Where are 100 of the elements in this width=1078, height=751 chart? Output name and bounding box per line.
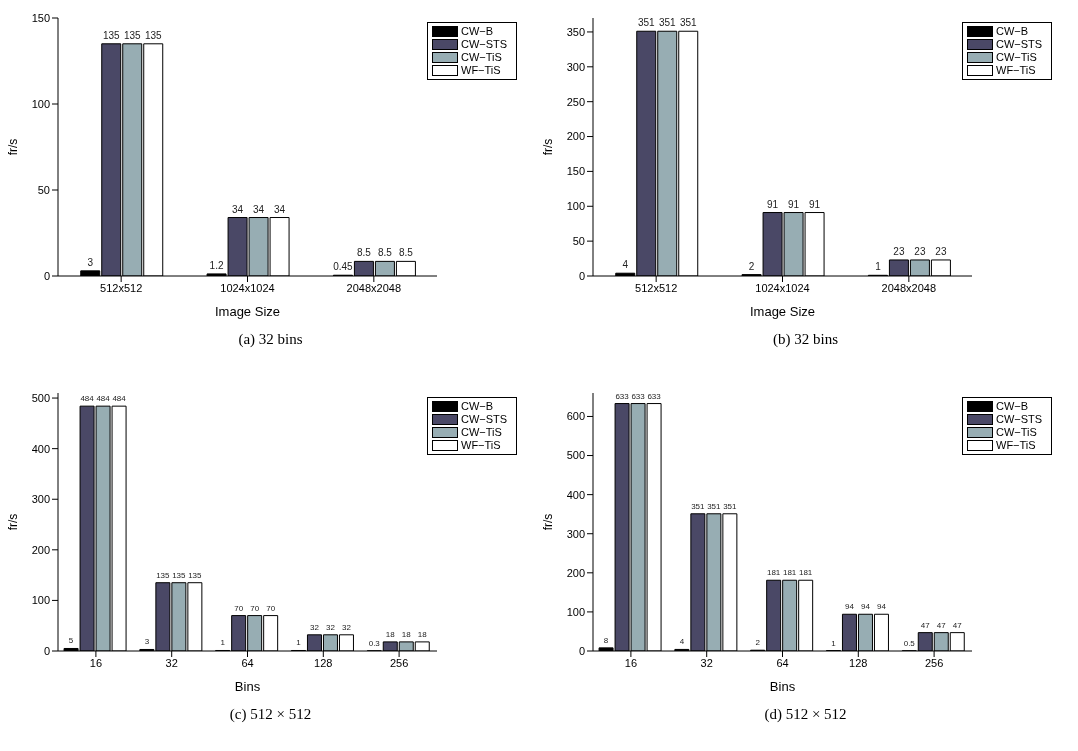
data-label: 135 — [102, 29, 121, 41]
y-tick-label: 0 — [578, 269, 585, 282]
y-axis-title: fr/s — [541, 513, 556, 531]
text: (c) 512 × 512 — [228, 706, 313, 723]
x-tick-label: 16 — [89, 656, 103, 669]
y-tick-label: 0 — [43, 644, 50, 657]
data-label: 0.5 — [903, 638, 916, 648]
data-label: 47 — [952, 620, 963, 630]
data-label: 135 — [144, 29, 163, 41]
data-label: 32 — [326, 622, 336, 632]
data-label: 8.5 — [356, 247, 372, 259]
x-axis-title: Bins — [769, 679, 796, 694]
data-label: 633 — [647, 391, 662, 401]
text: (a) 32 bins — [237, 331, 304, 348]
data-label: 135 — [123, 29, 142, 41]
data-label: 484 — [112, 394, 127, 404]
x-axis-title: Bins — [234, 679, 261, 694]
data-label: 135 — [188, 570, 203, 580]
y-tick-label: 250 — [566, 95, 585, 108]
x-tick-label: 1024x1024 — [220, 281, 275, 294]
legend-label: WF−TiS — [996, 439, 1036, 452]
data-label: 135 — [156, 570, 171, 580]
x-tick-label: 256 — [924, 656, 944, 669]
legend-label: CW−TiS — [996, 426, 1037, 439]
y-tick-label: 50 — [37, 183, 50, 196]
y-tick-label: 50 — [572, 235, 585, 248]
legend-label: CW−STS — [461, 413, 508, 426]
y-tick-label: 100 — [566, 605, 585, 618]
y-tick-label: 100 — [566, 200, 585, 213]
data-label: 1 — [296, 638, 302, 648]
data-label: 1 — [220, 638, 226, 648]
legend-label: WF−TiS — [461, 64, 501, 77]
data-label: 47 — [936, 620, 947, 630]
data-label: 32 — [342, 622, 352, 632]
x-tick-label: 1024x1024 — [755, 281, 810, 294]
data-label: 23 — [914, 245, 926, 257]
y-tick-label: 350 — [566, 25, 585, 38]
data-label: 484 — [80, 394, 95, 404]
legend-label: CW−B — [461, 25, 494, 38]
data-label: 0.45 — [333, 261, 354, 273]
data-label: 3 — [87, 256, 94, 268]
data-label: 70 — [250, 603, 260, 613]
y-tick-label: 100 — [31, 97, 50, 110]
data-label: 94 — [845, 602, 855, 612]
data-label: 633 — [615, 391, 630, 401]
y-tick-label: 500 — [566, 449, 585, 462]
y-tick-label: 150 — [31, 11, 50, 24]
legend-label: CW−B — [461, 400, 494, 413]
data-label: 181 — [782, 568, 797, 578]
data-label: 32 — [310, 622, 320, 632]
data-label: 2 — [755, 638, 761, 648]
data-label: 351 — [658, 17, 677, 29]
x-tick-label: 128 — [314, 656, 333, 669]
y-tick-label: 400 — [566, 488, 585, 501]
legend-label: WF−TiS — [461, 439, 501, 452]
data-label: 91 — [809, 198, 821, 210]
y-tick-label: 400 — [31, 442, 50, 455]
y-tick-label: 300 — [566, 60, 585, 73]
y-axis-title: fr/s — [6, 138, 21, 156]
data-label: 34 — [253, 203, 265, 215]
data-label: 633 — [631, 391, 646, 401]
data-label: 351 — [679, 17, 698, 29]
legend-label: CW−STS — [996, 413, 1043, 426]
x-tick-label: 512x512 — [635, 281, 678, 294]
x-tick-label: 64 — [776, 656, 789, 669]
data-label: 34 — [274, 203, 286, 215]
data-label: 4 — [622, 259, 629, 271]
legend-label: CW−B — [996, 400, 1029, 413]
x-tick-label: 2048x2048 — [881, 281, 937, 294]
y-tick-label: 600 — [566, 410, 585, 423]
x-axis-title: Image Size — [214, 304, 281, 319]
x-tick-label: 512x512 — [100, 281, 143, 294]
legend-label: CW−STS — [461, 38, 508, 51]
legend-label: CW−B — [996, 25, 1029, 38]
data-label: 351 — [691, 501, 706, 511]
data-label: 34 — [232, 203, 244, 215]
x-tick-label: 32 — [165, 656, 178, 669]
legend-label: WF−TiS — [996, 64, 1036, 77]
legend-label: CW−TiS — [996, 51, 1037, 64]
data-label: 1.2 — [209, 259, 224, 271]
legend-label: CW−TiS — [461, 426, 502, 439]
data-label: 135 — [172, 570, 187, 580]
y-tick-label: 300 — [31, 493, 50, 506]
data-label: 18 — [417, 629, 428, 639]
text: (d) 512 × 512 — [763, 706, 848, 723]
data-label: 5 — [68, 636, 74, 646]
data-label: 1 — [875, 261, 882, 273]
x-tick-label: 64 — [241, 656, 254, 669]
data-label: 23 — [893, 245, 905, 257]
data-label: 70 — [266, 603, 276, 613]
data-label: 1 — [831, 638, 837, 648]
y-tick-label: 100 — [31, 594, 50, 607]
x-tick-label: 2048x2048 — [346, 281, 402, 294]
data-label: 94 — [861, 602, 871, 612]
y-tick-label: 200 — [31, 543, 50, 556]
data-label: 351 — [637, 17, 656, 29]
y-tick-label: 300 — [566, 527, 585, 540]
data-label: 91 — [788, 198, 800, 210]
data-label: 8.5 — [377, 247, 393, 259]
x-tick-label: 128 — [849, 656, 868, 669]
